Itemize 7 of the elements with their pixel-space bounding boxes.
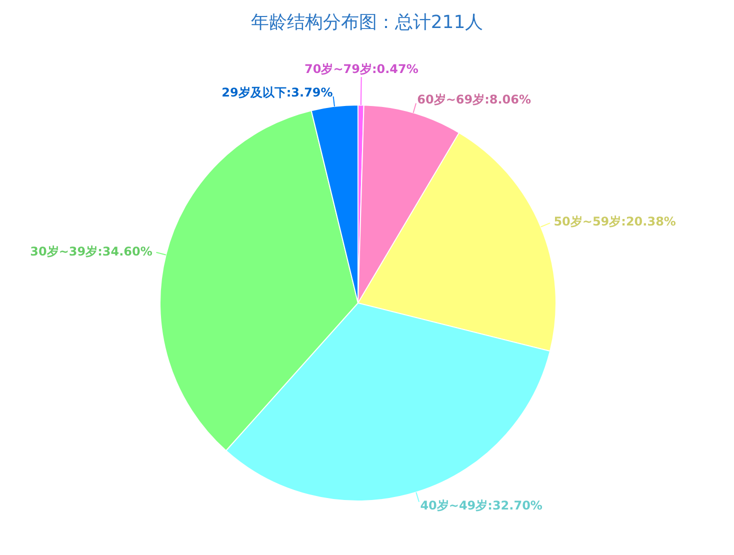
slice-label: 70岁~79岁:0.47%	[304, 62, 418, 76]
slice-label: 60岁~69岁:8.06%	[417, 92, 532, 106]
slice-label: 50岁~59岁:20.38%	[554, 214, 676, 228]
slice-label: 30岁~39岁:34.60%	[30, 244, 152, 258]
slice-label: 29岁及以下:3.79%	[222, 86, 333, 100]
chart-title: 年龄结构分布图：总计211人	[250, 11, 484, 34]
slice-label: 40岁~49岁:32.70%	[420, 498, 542, 513]
